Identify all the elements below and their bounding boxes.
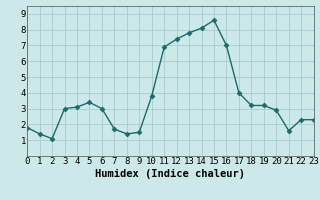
X-axis label: Humidex (Indice chaleur): Humidex (Indice chaleur) [95, 169, 245, 179]
